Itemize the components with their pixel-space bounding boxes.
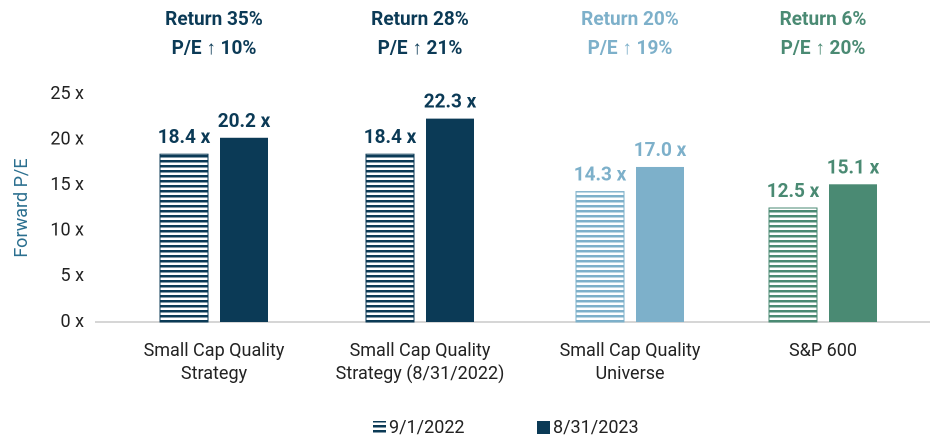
x-tick-label: Small Cap Quality Strategy xyxy=(143,340,285,384)
legend-label: 9/1/2022 xyxy=(389,417,465,438)
data-label: 17.0 x xyxy=(634,138,687,161)
bar xyxy=(426,118,474,323)
annotation: P/E ↑ 21% xyxy=(378,36,463,59)
annotation: Return 20% xyxy=(581,7,679,30)
data-label: 14.3 x xyxy=(574,163,627,186)
data-label: 15.1 x xyxy=(827,155,880,178)
data-label: 22.3 x xyxy=(424,90,477,113)
data-label: 18.4 x xyxy=(364,125,417,148)
y-tick-label: 0 x xyxy=(60,311,84,332)
bar xyxy=(365,153,415,323)
annotation: Return 28% xyxy=(371,7,469,30)
y-tick-label: 20 x xyxy=(50,128,84,149)
annotation: Return 35% xyxy=(165,7,263,30)
x-tick-label: Small Cap Quality Strategy (8/31/2022) xyxy=(335,340,505,384)
bar xyxy=(829,184,877,322)
y-tick-label: 10 x xyxy=(50,220,84,241)
data-label: 12.5 x xyxy=(767,179,820,202)
bar xyxy=(575,191,625,323)
data-label: 20.2 x xyxy=(218,109,271,132)
bar xyxy=(159,153,209,323)
bar xyxy=(636,166,684,322)
annotation: P/E ↑ 19% xyxy=(588,36,673,59)
annotation: Return 6% xyxy=(780,7,867,30)
bar xyxy=(220,137,268,322)
legend-swatch xyxy=(537,421,550,434)
annotation: P/E ↑ 10% xyxy=(172,36,257,59)
legend-swatch xyxy=(373,421,386,434)
legend-label: 8/31/2023 xyxy=(553,417,639,438)
data-label: 18.4 x xyxy=(158,125,211,148)
x-tick-label: Small Cap Quality Universe xyxy=(559,340,701,384)
y-tick-label: 15 x xyxy=(50,174,84,195)
annotation: P/E ↑ 20% xyxy=(781,36,866,59)
y-axis-label: Forward P/E xyxy=(11,158,32,257)
y-tick-label: 25 x xyxy=(50,83,84,104)
x-tick-label: S&P 600 xyxy=(788,340,858,361)
y-tick-label: 5 x xyxy=(60,265,84,286)
bar xyxy=(768,207,818,323)
